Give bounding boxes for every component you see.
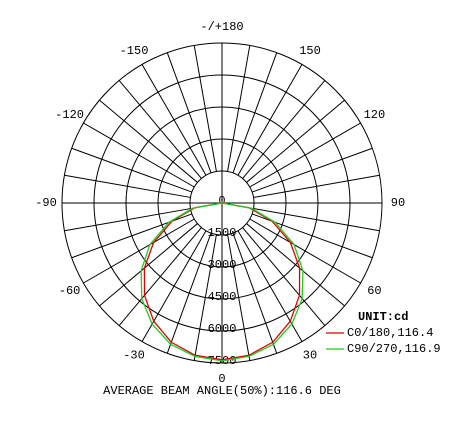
r-tick-label: 1500	[208, 226, 237, 240]
angle-tick-label: 60	[367, 284, 381, 298]
ring	[189, 170, 255, 236]
angle-tick-label: 0	[218, 372, 225, 386]
curve	[143, 202, 301, 361]
r-tick-label: 4500	[208, 290, 237, 304]
angle-tick-label: -150	[120, 44, 149, 58]
angle-tick-label: 30	[303, 349, 317, 363]
footer: AVERAGE BEAM ANGLE(50%):116.6 DEG	[103, 384, 341, 398]
r-tick-label: 6000	[208, 322, 237, 336]
angle-tick-label: 90	[391, 196, 405, 210]
angle-tick-label: 120	[364, 108, 386, 122]
legend-label: C90/270,116.9	[347, 342, 441, 356]
unit-label: UNIT:cd	[358, 310, 408, 324]
r-tick-label: 0	[218, 194, 225, 208]
ring	[125, 106, 319, 300]
ring	[93, 74, 351, 332]
legend-label: C0/180,116.4	[347, 326, 433, 340]
angle-tick-label: -60	[59, 284, 81, 298]
angle-tick-label: -30	[123, 349, 145, 363]
angle-tick-label: -90	[35, 196, 57, 210]
ring	[157, 138, 287, 268]
curve	[140, 202, 304, 362]
r-tick-label: 3000	[208, 258, 237, 272]
ring	[61, 42, 383, 364]
angle-tick-label: -/+180	[200, 20, 243, 34]
angle-tick-label: 150	[299, 44, 321, 58]
angle-tick-label: -120	[55, 108, 84, 122]
